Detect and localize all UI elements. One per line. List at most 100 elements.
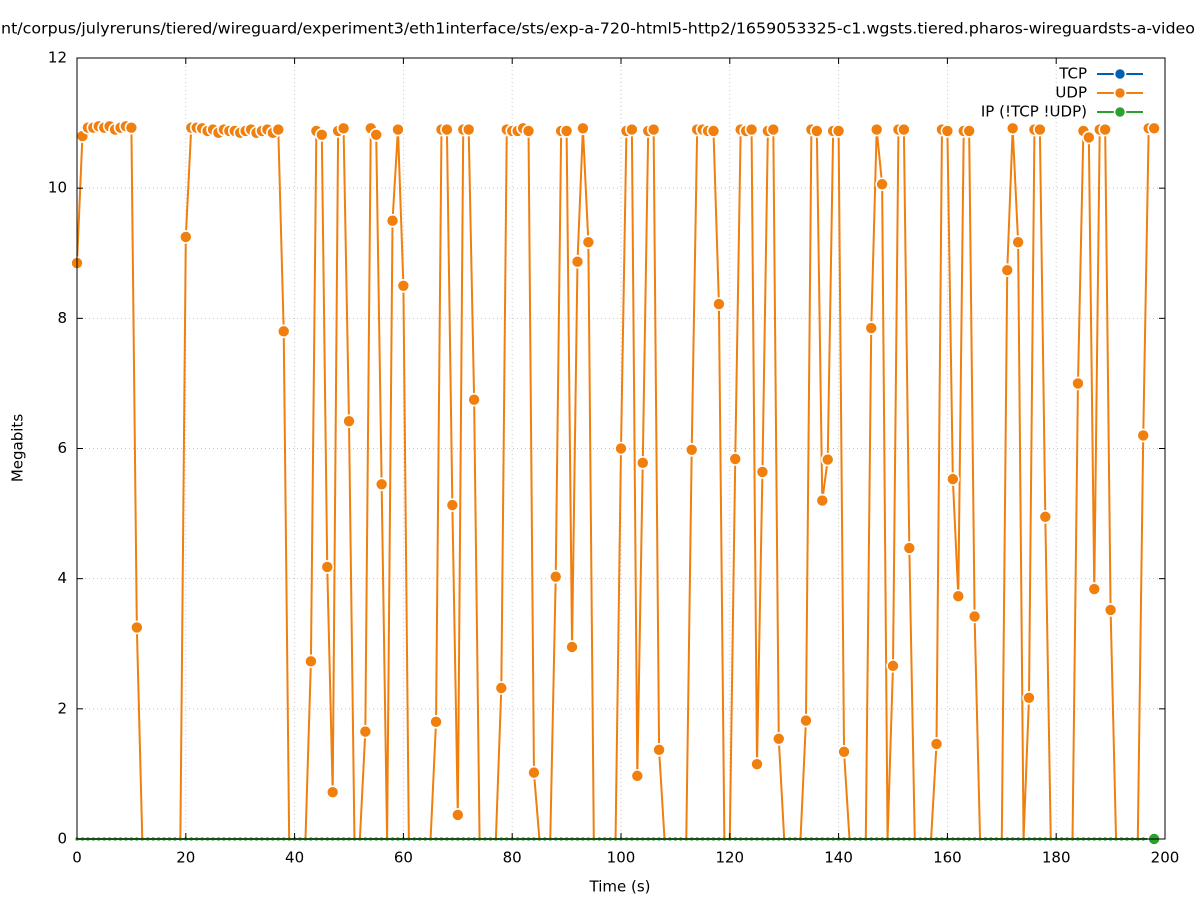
data-point [1103,603,1118,617]
data-point [652,743,666,757]
data-point [494,681,509,695]
data-point [962,124,976,138]
data-point [630,769,645,783]
data-point [548,569,563,584]
legend-label: IP (!TCP !UDP) [981,103,1087,121]
data-point [1098,122,1112,137]
data-point [396,278,411,293]
y-axis-label: Megabits [9,414,27,482]
data-point [314,127,329,142]
data-point [1087,582,1102,596]
x-tick-label: 120 [715,849,744,867]
data-point [799,713,813,728]
data-point [815,493,830,508]
data-point [124,120,139,135]
data-point [869,122,884,137]
data-point [771,731,786,746]
data-point [130,620,144,635]
legend-marker [1113,67,1127,81]
x-tick-label: 160 [933,849,962,867]
x-tick-label: 100 [607,849,636,867]
y-tick-label: 8 [57,309,67,327]
data-point [527,765,541,780]
data-point [1082,130,1096,145]
data-point [276,324,291,339]
chart-title: nt/corpus/julyreruns/tiered/wireguard/ex… [1,20,1195,38]
legend-marker [1113,105,1127,119]
x-tick-label: 20 [176,849,195,867]
data-point [1005,121,1020,136]
data-point [271,122,286,137]
data-point [864,321,879,335]
data-point [1000,263,1015,277]
data-point [897,122,911,137]
data-point [342,414,356,428]
y-tick-label: 6 [57,439,67,457]
data-point [886,659,900,673]
data-point [766,122,781,137]
x-axis-label: Time (s) [589,878,651,896]
x-tick-label: 140 [824,849,853,867]
data-point [614,441,628,456]
data-point [706,124,721,138]
data-point [635,456,650,470]
y-tick-label: 2 [57,699,67,717]
data-point [559,124,574,138]
data-point [728,452,743,466]
data-point [831,124,846,138]
data-point [336,121,351,136]
data-point [755,465,770,479]
data-point [750,757,764,771]
x-tick-label: 200 [1151,849,1180,867]
data-point [325,785,340,799]
legend-label: TCP [1058,65,1087,83]
x-tick-label: 0 [72,849,82,867]
data-point [712,297,726,311]
data-point [810,124,824,138]
x-tick-label: 60 [394,849,413,867]
data-point [581,235,596,249]
data-point [837,744,851,759]
y-tick-label: 0 [57,830,67,848]
data-point [445,498,460,512]
data-point [565,640,579,654]
x-tick-label: 40 [285,849,304,867]
plot-border [76,57,1166,840]
data-point [461,122,476,137]
data-point [929,737,944,751]
data-point [940,124,955,138]
data-point [521,124,536,138]
legend-marker [1113,86,1127,100]
data-point [875,177,889,192]
data-point [374,477,389,492]
data-point [369,127,384,142]
data-point [385,213,400,228]
data-point [951,589,966,604]
data-point [1038,510,1053,524]
x-tick-label: 80 [503,849,522,867]
data-point [646,122,661,137]
data-point [391,122,405,137]
data-point [358,724,373,739]
data-point [684,443,699,457]
data-point [570,254,585,269]
x-tick-label: 180 [1042,849,1071,867]
data-point [902,541,917,555]
data-point [179,230,193,244]
data-point [467,392,481,407]
data-point [1147,121,1161,136]
data-point [820,452,835,467]
data-point [1071,376,1085,391]
data-point [320,560,335,574]
data-point [1136,428,1151,443]
data-point [450,808,465,822]
data-point [1022,690,1036,705]
data-point [946,472,960,486]
data-point [744,122,759,137]
data-point [625,122,639,137]
y-tick-label: 10 [48,179,67,197]
